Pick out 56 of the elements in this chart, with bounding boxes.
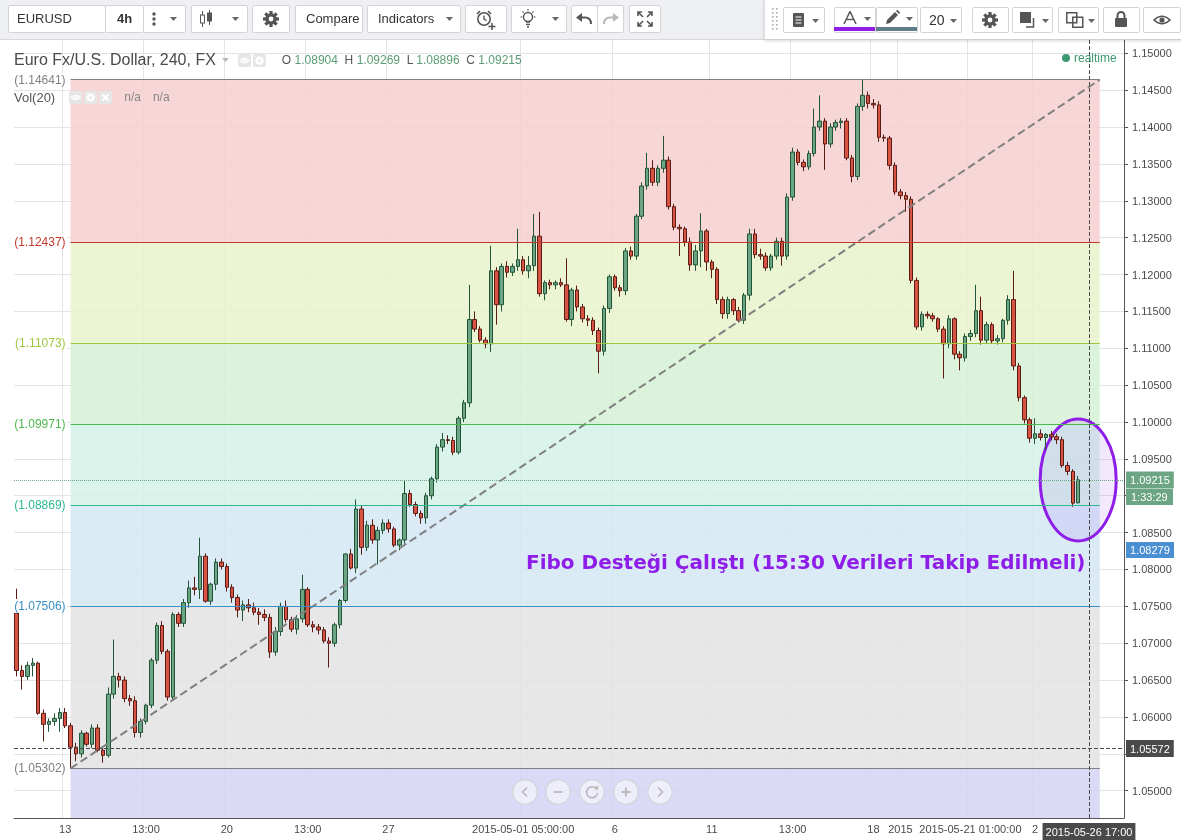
x-tick-label: 20: [220, 822, 233, 835]
y-tick-label: 1.11000: [1132, 342, 1171, 355]
ref-line-label: (1.08869): [14, 498, 66, 513]
y-tick-label: 1.12000: [1132, 268, 1172, 281]
x-tick-label: 2015-05-26 17:00: [1045, 825, 1133, 838]
compare-button: Compare: [295, 5, 363, 33]
x-tick-label: 6: [611, 822, 618, 835]
x-tick-label: 13:00: [293, 822, 322, 835]
x-tick-label: 2015: [888, 822, 913, 835]
x-tick-label: 2015-05-01 05:00:00: [472, 822, 575, 835]
ref-line-label: (1.07506): [14, 598, 66, 613]
ref-line-label: (1.05302): [14, 761, 66, 776]
y-tick-label: 1.06500: [1132, 674, 1172, 687]
text: 1.08279: [1126, 542, 1174, 558]
y-tick-label: 1.05000: [1132, 784, 1172, 797]
y-tick-label: 1.10500: [1132, 379, 1172, 392]
y-tick-label: 1.14000: [1132, 121, 1172, 134]
annotation: n/a: [124, 90, 141, 104]
y-tick-label: 1.12500: [1132, 231, 1172, 244]
x-tick-label: 11: [706, 822, 718, 835]
y-tick-label: 1.07000: [1132, 637, 1172, 650]
symbol-field: EURUSD: [8, 5, 106, 33]
annotation: n/a: [152, 90, 170, 104]
ref-line-label: (1.11073): [15, 335, 66, 350]
y-tick-label: 1.11500: [1132, 305, 1171, 318]
y-tick-label: 1.13500: [1132, 157, 1172, 170]
y-tick-label: 1.14500: [1132, 84, 1172, 97]
text: 1:33:29: [1126, 488, 1173, 505]
x-tick-label: 13:00: [132, 822, 160, 835]
y-tick-label: 1.06000: [1132, 710, 1172, 723]
annotation: Vol(20): [14, 89, 56, 105]
y-tick-label: 1.13000: [1132, 194, 1172, 207]
annotation: realtime: [1074, 51, 1117, 65]
y-tick-label: 1.07500: [1132, 600, 1172, 613]
x-tick-label: 2: [1032, 822, 1039, 835]
indicators-button: Indicators: [367, 5, 461, 33]
y-tick-label: 1.10000: [1132, 415, 1172, 428]
x-tick-label: 18: [867, 822, 880, 835]
x-tick-label: 13: [59, 822, 72, 835]
ref-line-label: (1.09971): [14, 417, 66, 432]
text: O 1.08904 H 1.09269 L 1.08896 C 1.09215: [281, 53, 522, 67]
x-tick-label: 2015-05-21 01:00:00: [919, 822, 1022, 835]
text: Euro Fx/U.S. Dollar, 240, FX: [14, 51, 216, 69]
y-tick-label: 1.08500: [1132, 526, 1172, 539]
font-size-field: 20: [920, 7, 962, 33]
ref-line-label: (1.12437): [14, 235, 66, 250]
annotation: Fibo Desteği Çalıştı (15:30 Verileri Takip Edilmeli): [526, 550, 1086, 574]
x-tick-label: 13:00: [778, 822, 807, 835]
x-tick-label: 27: [382, 822, 395, 835]
ref-line-label: (1.14641): [14, 72, 66, 87]
ref-line-label: 1.09215: [1130, 473, 1170, 486]
y-tick-label: 1.08000: [1132, 563, 1172, 576]
y-tick-label: 1.15000: [1132, 47, 1172, 60]
interval-button: 4h: [105, 5, 144, 33]
ref-line-label: 1.05572: [1130, 742, 1170, 755]
y-tick-label: 1.09500: [1132, 452, 1172, 465]
